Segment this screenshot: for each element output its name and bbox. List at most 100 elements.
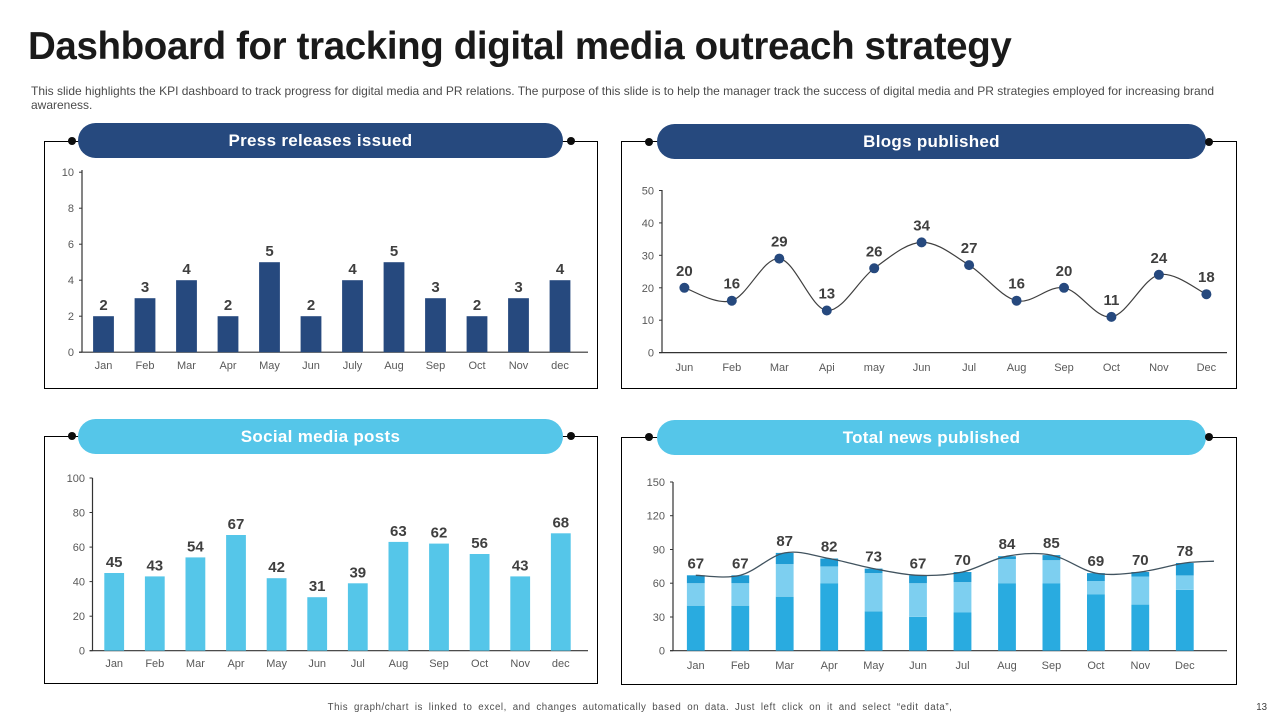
svg-text:63: 63	[390, 523, 407, 540]
svg-text:31: 31	[309, 578, 326, 595]
svg-text:Jan: Jan	[105, 658, 123, 670]
svg-text:6: 6	[68, 239, 74, 251]
svg-text:78: 78	[1176, 543, 1193, 560]
svg-text:Sep: Sep	[426, 360, 446, 372]
svg-text:150: 150	[647, 477, 665, 489]
svg-text:5: 5	[265, 243, 273, 260]
svg-text:0: 0	[659, 646, 665, 658]
svg-text:Feb: Feb	[136, 360, 155, 372]
svg-text:Sep: Sep	[1042, 660, 1062, 672]
svg-text:50: 50	[642, 186, 654, 198]
svg-text:4: 4	[556, 261, 565, 278]
svg-text:May: May	[259, 360, 280, 372]
svg-text:Oct: Oct	[1087, 660, 1104, 672]
svg-text:20: 20	[1056, 263, 1073, 280]
svg-text:Aug: Aug	[389, 658, 409, 670]
svg-text:Jul: Jul	[955, 660, 969, 672]
svg-text:82: 82	[821, 539, 838, 556]
svg-text:Aug: Aug	[1007, 362, 1027, 374]
svg-text:34: 34	[913, 217, 930, 234]
svg-text:4: 4	[68, 275, 74, 287]
svg-text:2: 2	[224, 297, 232, 314]
svg-text:84: 84	[999, 536, 1016, 553]
svg-text:87: 87	[776, 533, 793, 550]
svg-text:11: 11	[1103, 292, 1119, 309]
svg-text:29: 29	[771, 234, 788, 251]
svg-text:3: 3	[141, 279, 149, 296]
svg-text:July: July	[343, 360, 363, 372]
svg-text:Aug: Aug	[997, 660, 1017, 672]
svg-text:70: 70	[1132, 552, 1149, 569]
svg-text:Sep: Sep	[1054, 362, 1074, 374]
svg-text:Dec: Dec	[1175, 660, 1195, 672]
svg-text:4: 4	[182, 261, 191, 278]
svg-text:dec: dec	[551, 360, 569, 372]
svg-text:67: 67	[732, 555, 749, 572]
svg-text:Mar: Mar	[770, 362, 789, 374]
svg-text:18: 18	[1198, 269, 1215, 286]
svg-text:60: 60	[653, 578, 665, 590]
svg-text:Nov: Nov	[509, 360, 529, 372]
svg-text:may: may	[864, 362, 885, 374]
svg-text:May: May	[266, 658, 287, 670]
svg-text:5: 5	[390, 243, 398, 260]
svg-text:Aug: Aug	[384, 360, 404, 372]
svg-text:27: 27	[961, 240, 978, 257]
svg-text:Mar: Mar	[775, 660, 794, 672]
svg-text:Nov: Nov	[1131, 660, 1151, 672]
svg-text:Jul: Jul	[962, 362, 976, 374]
svg-text:42: 42	[268, 559, 285, 576]
svg-text:10: 10	[62, 167, 74, 179]
svg-text:Jan: Jan	[95, 360, 113, 372]
svg-text:Api: Api	[819, 362, 835, 374]
svg-text:43: 43	[146, 557, 163, 574]
svg-text:0: 0	[68, 347, 74, 359]
svg-text:69: 69	[1088, 553, 1105, 570]
svg-text:Jul: Jul	[351, 658, 365, 670]
svg-text:Apr: Apr	[821, 660, 838, 672]
svg-text:Oct: Oct	[468, 360, 485, 372]
svg-text:3: 3	[431, 279, 439, 296]
svg-text:Jun: Jun	[308, 658, 326, 670]
svg-text:2: 2	[68, 311, 74, 323]
svg-text:67: 67	[228, 516, 245, 533]
svg-text:Feb: Feb	[722, 362, 741, 374]
svg-text:Feb: Feb	[145, 658, 164, 670]
svg-text:62: 62	[431, 525, 448, 542]
svg-text:13: 13	[818, 286, 835, 303]
svg-text:2: 2	[99, 297, 107, 314]
svg-text:Nov: Nov	[510, 658, 530, 670]
svg-text:Oct: Oct	[471, 658, 488, 670]
svg-text:30: 30	[653, 612, 665, 624]
svg-text:10: 10	[642, 315, 654, 327]
svg-text:2: 2	[307, 297, 315, 314]
svg-text:Apr: Apr	[219, 360, 236, 372]
svg-text:16: 16	[1008, 276, 1025, 293]
svg-text:80: 80	[73, 508, 85, 520]
svg-text:3: 3	[514, 279, 522, 296]
svg-text:85: 85	[1043, 535, 1060, 552]
svg-text:Nov: Nov	[1149, 362, 1169, 374]
svg-text:Jan: Jan	[687, 660, 705, 672]
svg-text:24: 24	[1151, 250, 1168, 267]
svg-text:Mar: Mar	[186, 658, 205, 670]
svg-text:20: 20	[73, 611, 85, 623]
svg-text:43: 43	[512, 557, 529, 574]
svg-text:90: 90	[653, 545, 665, 557]
svg-text:May: May	[863, 660, 884, 672]
svg-text:Jun: Jun	[913, 362, 931, 374]
svg-text:67: 67	[910, 555, 927, 572]
svg-text:100: 100	[67, 473, 85, 485]
svg-text:30: 30	[642, 250, 654, 262]
svg-text:26: 26	[866, 243, 883, 260]
svg-text:Jun: Jun	[909, 660, 927, 672]
svg-text:Dec: Dec	[1197, 362, 1217, 374]
svg-text:Oct: Oct	[1103, 362, 1120, 374]
svg-text:60: 60	[73, 542, 85, 554]
svg-text:2: 2	[473, 297, 481, 314]
svg-text:120: 120	[647, 511, 665, 523]
svg-text:dec: dec	[552, 658, 570, 670]
svg-text:4: 4	[348, 261, 357, 278]
svg-text:73: 73	[865, 549, 882, 566]
svg-text:8: 8	[68, 203, 74, 215]
